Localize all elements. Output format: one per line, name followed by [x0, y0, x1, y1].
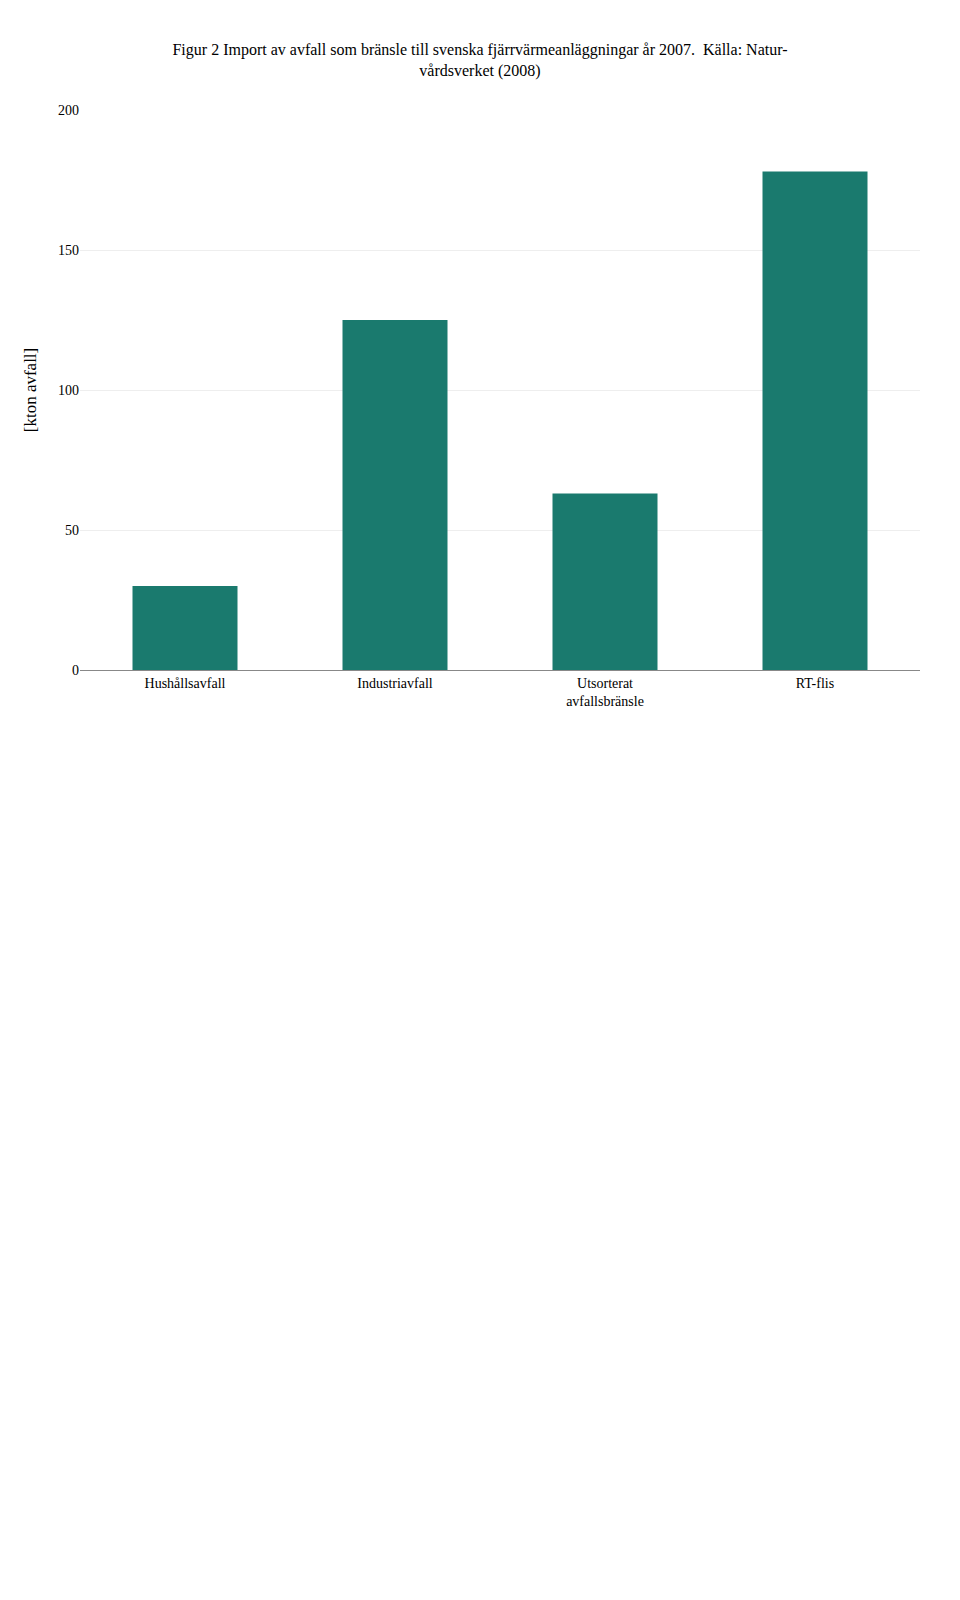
svg-text:150: 150: [58, 243, 79, 258]
svg-text:50: 50: [65, 523, 79, 538]
svg-text:Industriavfall: Industriavfall: [357, 676, 433, 691]
svg-text:100: 100: [58, 383, 79, 398]
svg-text:Hushållsavfall: Hushållsavfall: [145, 676, 226, 691]
svg-text:0: 0: [72, 663, 79, 678]
svg-text:[kton avfall]: [kton avfall]: [21, 348, 40, 433]
svg-text:Figur 2 Import av avfall som b: Figur 2 Import av avfall som bränsle til…: [172, 41, 787, 80]
svg-text:Utsorteratavfallsbränsle: Utsorteratavfallsbränsle: [566, 676, 644, 709]
svg-text:200: 200: [58, 103, 79, 118]
svg-text:RT-flis: RT-flis: [796, 676, 834, 691]
